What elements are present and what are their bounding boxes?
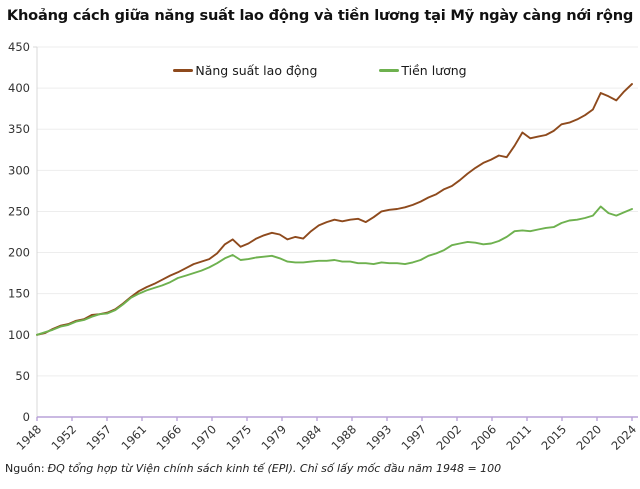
wage-line xyxy=(36,205,633,336)
y-tick-label: 100 xyxy=(8,328,30,342)
legend-label-wages: Tiền lương xyxy=(401,62,467,78)
y-tick-label: 50 xyxy=(15,369,30,383)
x-tick-label: 1993 xyxy=(364,422,395,453)
chart-title: Khoảng cách giữa năng suất lao động và t… xyxy=(6,7,634,24)
y-tick-label: 350 xyxy=(8,122,30,136)
x-tick-label: 1979 xyxy=(259,422,290,453)
x-tick-label: 1957 xyxy=(84,422,115,453)
y-tick-label: 200 xyxy=(8,246,30,260)
legend-item-productivity[interactable]: Năng suất lao động xyxy=(173,63,317,78)
x-tick-label: 2020 xyxy=(574,422,605,453)
x-tick-label: 1966 xyxy=(154,422,185,453)
y-tick-label: 250 xyxy=(8,204,30,218)
wage-line-swatch-icon xyxy=(379,68,400,72)
x-tick-label: 2011 xyxy=(504,422,535,453)
legend: Năng suất lao động Tiền lương xyxy=(0,61,640,79)
x-tick-label: 1961 xyxy=(119,422,150,453)
y-tick-label: 0 xyxy=(23,410,30,424)
x-tick-label: 1952 xyxy=(49,422,80,453)
x-tick-label: 2024 xyxy=(609,422,640,453)
x-axis xyxy=(36,416,638,421)
y-tick-label: 400 xyxy=(8,81,30,95)
x-tick-label: 1975 xyxy=(224,422,255,453)
x-tick-label: 2002 xyxy=(434,422,465,453)
y-tick-label: 150 xyxy=(8,287,30,301)
x-tick-label: 1970 xyxy=(189,422,220,453)
productivity-line-swatch-icon xyxy=(173,68,194,72)
y-tick-label: 300 xyxy=(8,163,30,177)
y-tick-label: 450 xyxy=(8,40,30,54)
y-gridlines xyxy=(37,46,638,377)
x-tick-label: 1988 xyxy=(329,422,360,453)
x-tick-labels: 1948 1952 1957 1961 1966 1970 1975 1979 1984 1988… xyxy=(14,422,640,453)
source-note: Nguồn: ĐQ tổng hợp từ Viện chính sách kin… xyxy=(5,462,637,475)
legend-item-wages[interactable]: Tiền lương xyxy=(379,62,467,78)
x-tick-label: 2015 xyxy=(539,422,570,453)
x-tick-label: 1984 xyxy=(294,422,325,453)
productivity-line xyxy=(36,83,633,336)
x-tick-label: 1948 xyxy=(14,422,45,453)
legend-label-productivity: Năng suất lao động xyxy=(195,62,318,78)
y-axis xyxy=(33,46,38,417)
x-tick-label: 1997 xyxy=(399,422,430,453)
source-note-text: ĐQ tổng hợp từ Viện chính sách kinh tế (… xyxy=(47,462,502,475)
source-note-prefix: Nguồn: xyxy=(5,462,45,475)
x-tick-label: 2006 xyxy=(469,422,500,453)
y-tick-labels: 0 50 100 150 200 250 300 350 400 450 xyxy=(8,40,30,424)
